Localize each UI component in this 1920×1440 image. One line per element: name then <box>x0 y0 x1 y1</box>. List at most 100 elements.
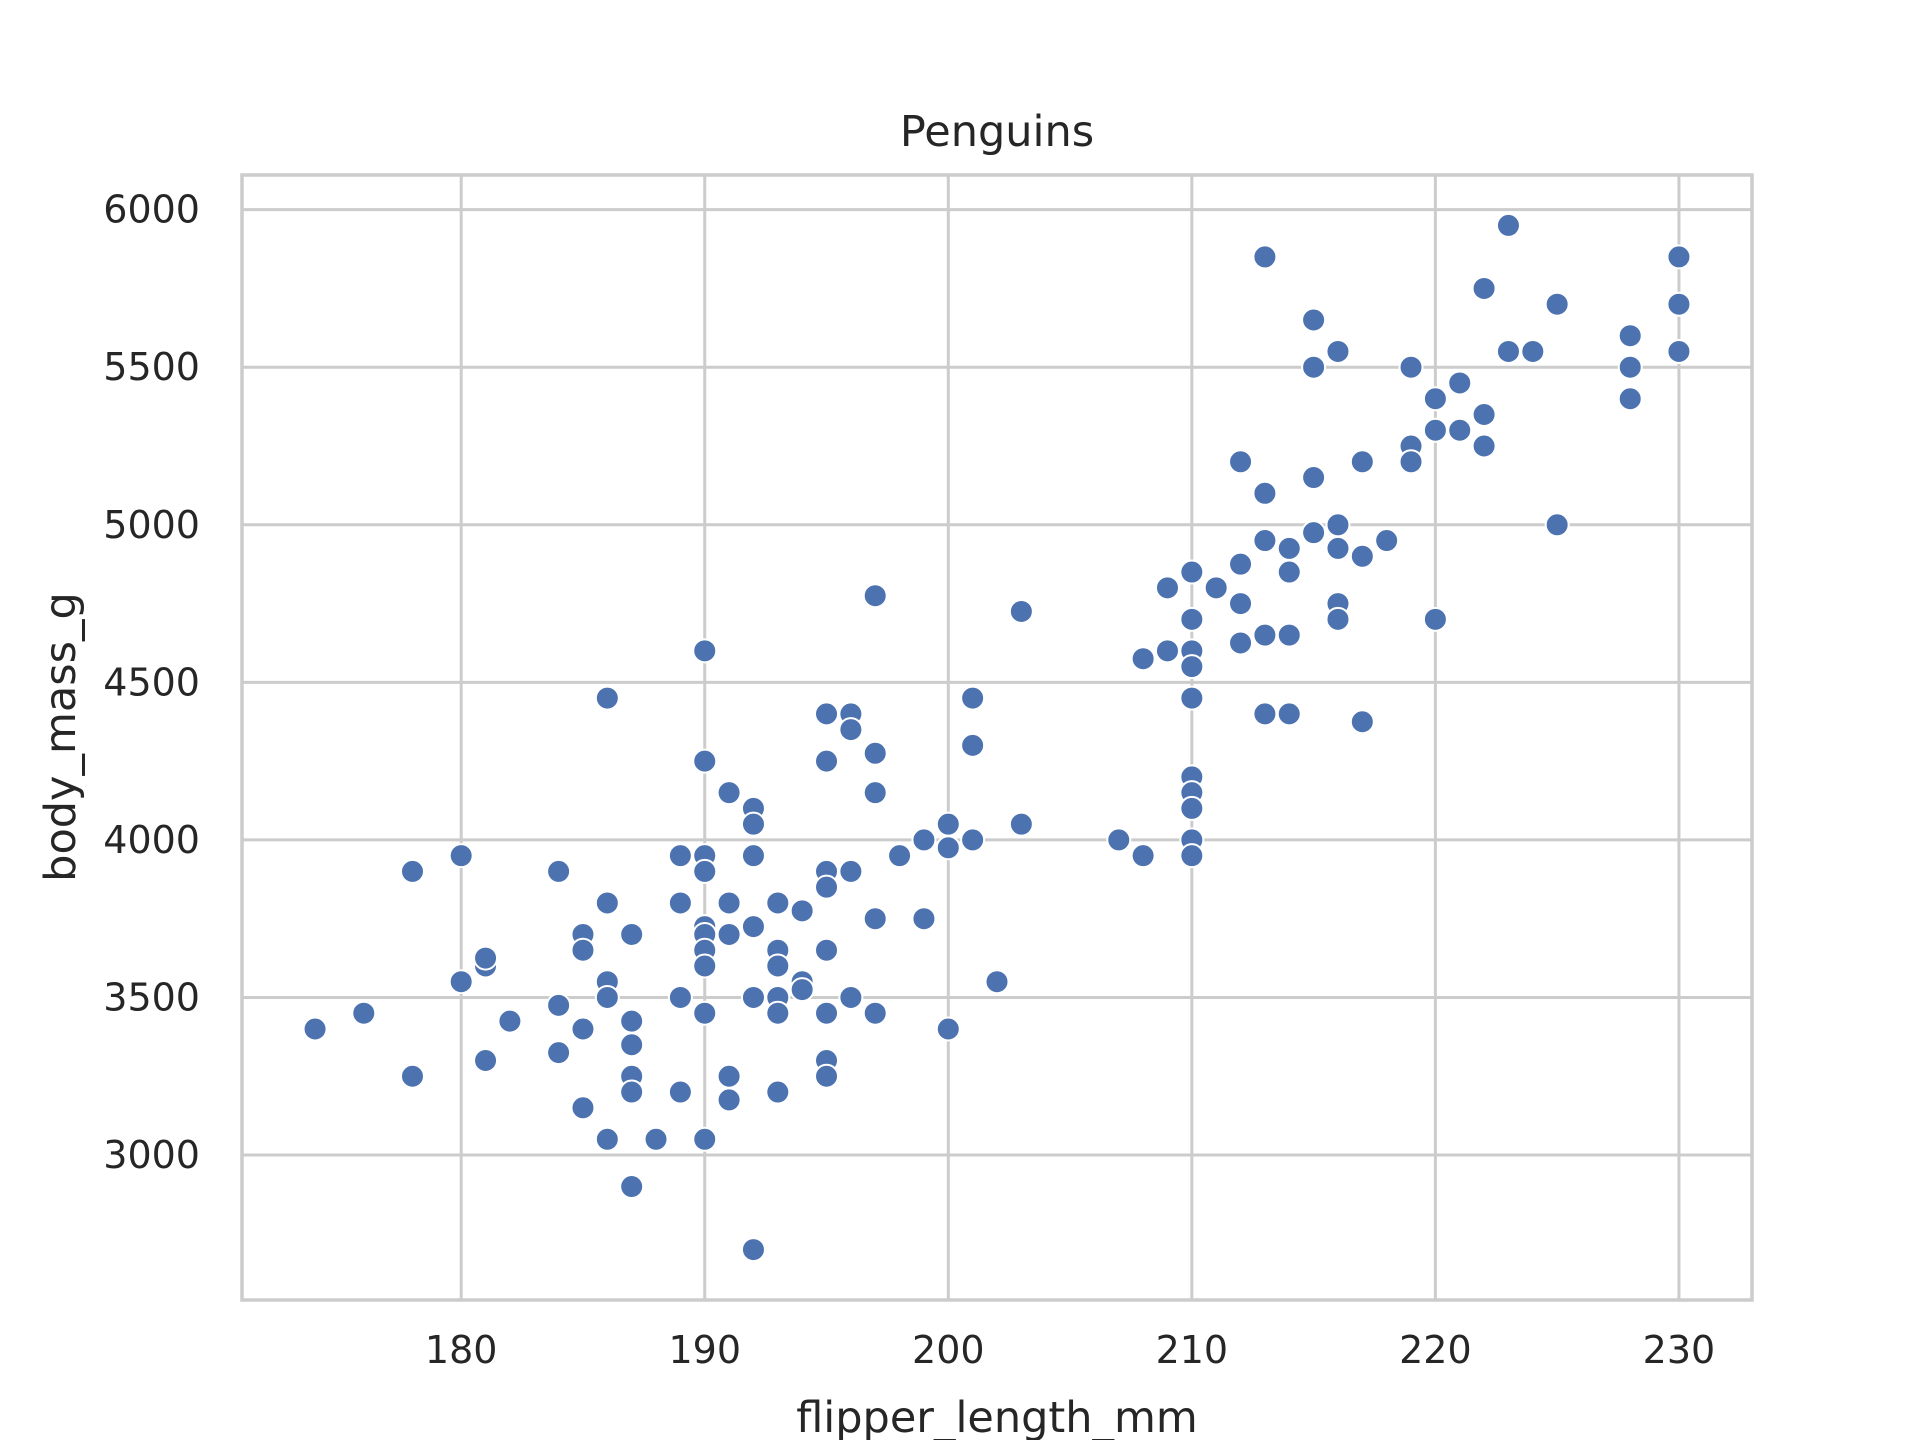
data-point <box>1008 811 1034 837</box>
data-point <box>740 843 766 869</box>
data-point <box>1666 291 1692 317</box>
data-point <box>1422 417 1448 443</box>
data-point <box>814 701 840 727</box>
data-point <box>814 874 840 900</box>
data-point <box>1349 449 1375 475</box>
data-point <box>1398 449 1424 475</box>
data-points <box>302 212 1692 1263</box>
x-tick-labels: 180 190 200 210 220 230 <box>425 1328 1715 1372</box>
data-point <box>473 945 499 971</box>
data-point <box>935 835 961 861</box>
data-point <box>448 843 474 869</box>
data-point <box>862 1000 888 1026</box>
data-point <box>1666 338 1692 364</box>
data-point <box>594 1126 620 1152</box>
data-point <box>1471 275 1497 301</box>
data-point <box>716 890 742 916</box>
data-point <box>1154 638 1180 664</box>
x-tick-label: 220 <box>1399 1328 1472 1372</box>
data-point <box>765 953 791 979</box>
data-point <box>1349 543 1375 569</box>
x-tick-label: 190 <box>668 1328 741 1372</box>
data-point <box>1252 701 1278 727</box>
data-point <box>1179 685 1205 711</box>
data-point <box>862 740 888 766</box>
data-point <box>960 732 986 758</box>
data-point <box>619 921 645 947</box>
y-tick-label: 6000 <box>103 188 200 232</box>
data-point <box>302 1016 328 1042</box>
data-point <box>594 984 620 1010</box>
y-tick-labels: 3000 3500 4000 4500 5000 5500 6000 <box>103 188 200 1177</box>
data-point <box>1228 449 1254 475</box>
data-point <box>1301 520 1327 546</box>
data-point <box>862 906 888 932</box>
data-point <box>789 977 815 1003</box>
data-point <box>960 827 986 853</box>
data-point <box>814 1000 840 1026</box>
data-point <box>667 890 693 916</box>
data-point <box>765 890 791 916</box>
data-point <box>1228 630 1254 656</box>
data-point <box>1154 575 1180 601</box>
data-point <box>619 1032 645 1058</box>
data-point <box>667 843 693 869</box>
data-point <box>1301 465 1327 491</box>
plot-area <box>240 173 1754 1302</box>
data-point <box>740 914 766 940</box>
y-tick-label: 3000 <box>103 1133 200 1177</box>
data-point <box>1276 535 1302 561</box>
data-point <box>716 1087 742 1113</box>
data-point <box>1325 535 1351 561</box>
data-point <box>570 1095 596 1121</box>
data-point <box>1422 386 1448 412</box>
data-point <box>570 1016 596 1042</box>
data-point <box>1325 606 1351 632</box>
x-tick-label: 230 <box>1643 1328 1716 1372</box>
data-point <box>1374 528 1400 554</box>
y-tick-label: 4000 <box>103 818 200 862</box>
y-gridlines <box>242 208 1752 1157</box>
data-point <box>1544 512 1570 538</box>
x-tick-label: 200 <box>912 1328 985 1372</box>
data-point <box>1276 701 1302 727</box>
data-point <box>1471 401 1497 427</box>
data-point <box>1252 528 1278 554</box>
data-point <box>619 1008 645 1034</box>
y-tick-label: 4500 <box>103 660 200 704</box>
data-point <box>1228 551 1254 577</box>
data-point <box>1325 512 1351 538</box>
data-point <box>570 937 596 963</box>
data-point <box>814 1063 840 1089</box>
data-point <box>351 1000 377 1026</box>
data-point <box>692 953 718 979</box>
data-point <box>546 1040 572 1066</box>
data-point <box>1617 354 1643 380</box>
data-point <box>716 1063 742 1089</box>
data-point <box>399 858 425 884</box>
data-point <box>935 811 961 837</box>
data-point <box>1130 843 1156 869</box>
data-point <box>619 1079 645 1105</box>
data-point <box>740 811 766 837</box>
data-point <box>911 906 937 932</box>
data-point <box>740 1237 766 1263</box>
x-axis-label: flipper_length_mm <box>796 1393 1198 1440</box>
y-tick-label: 3500 <box>103 975 200 1019</box>
data-point <box>887 843 913 869</box>
data-point <box>1130 646 1156 672</box>
data-point <box>1398 354 1424 380</box>
data-point <box>448 969 474 995</box>
data-point <box>716 921 742 947</box>
y-axis-label: body_mass_g <box>36 592 86 882</box>
data-point <box>1179 843 1205 869</box>
data-point <box>1495 212 1521 238</box>
data-point <box>1617 323 1643 349</box>
data-point <box>1301 307 1327 333</box>
data-point <box>1179 654 1205 680</box>
data-point <box>838 984 864 1010</box>
data-point <box>765 1000 791 1026</box>
data-point <box>1471 433 1497 459</box>
data-point <box>546 858 572 884</box>
